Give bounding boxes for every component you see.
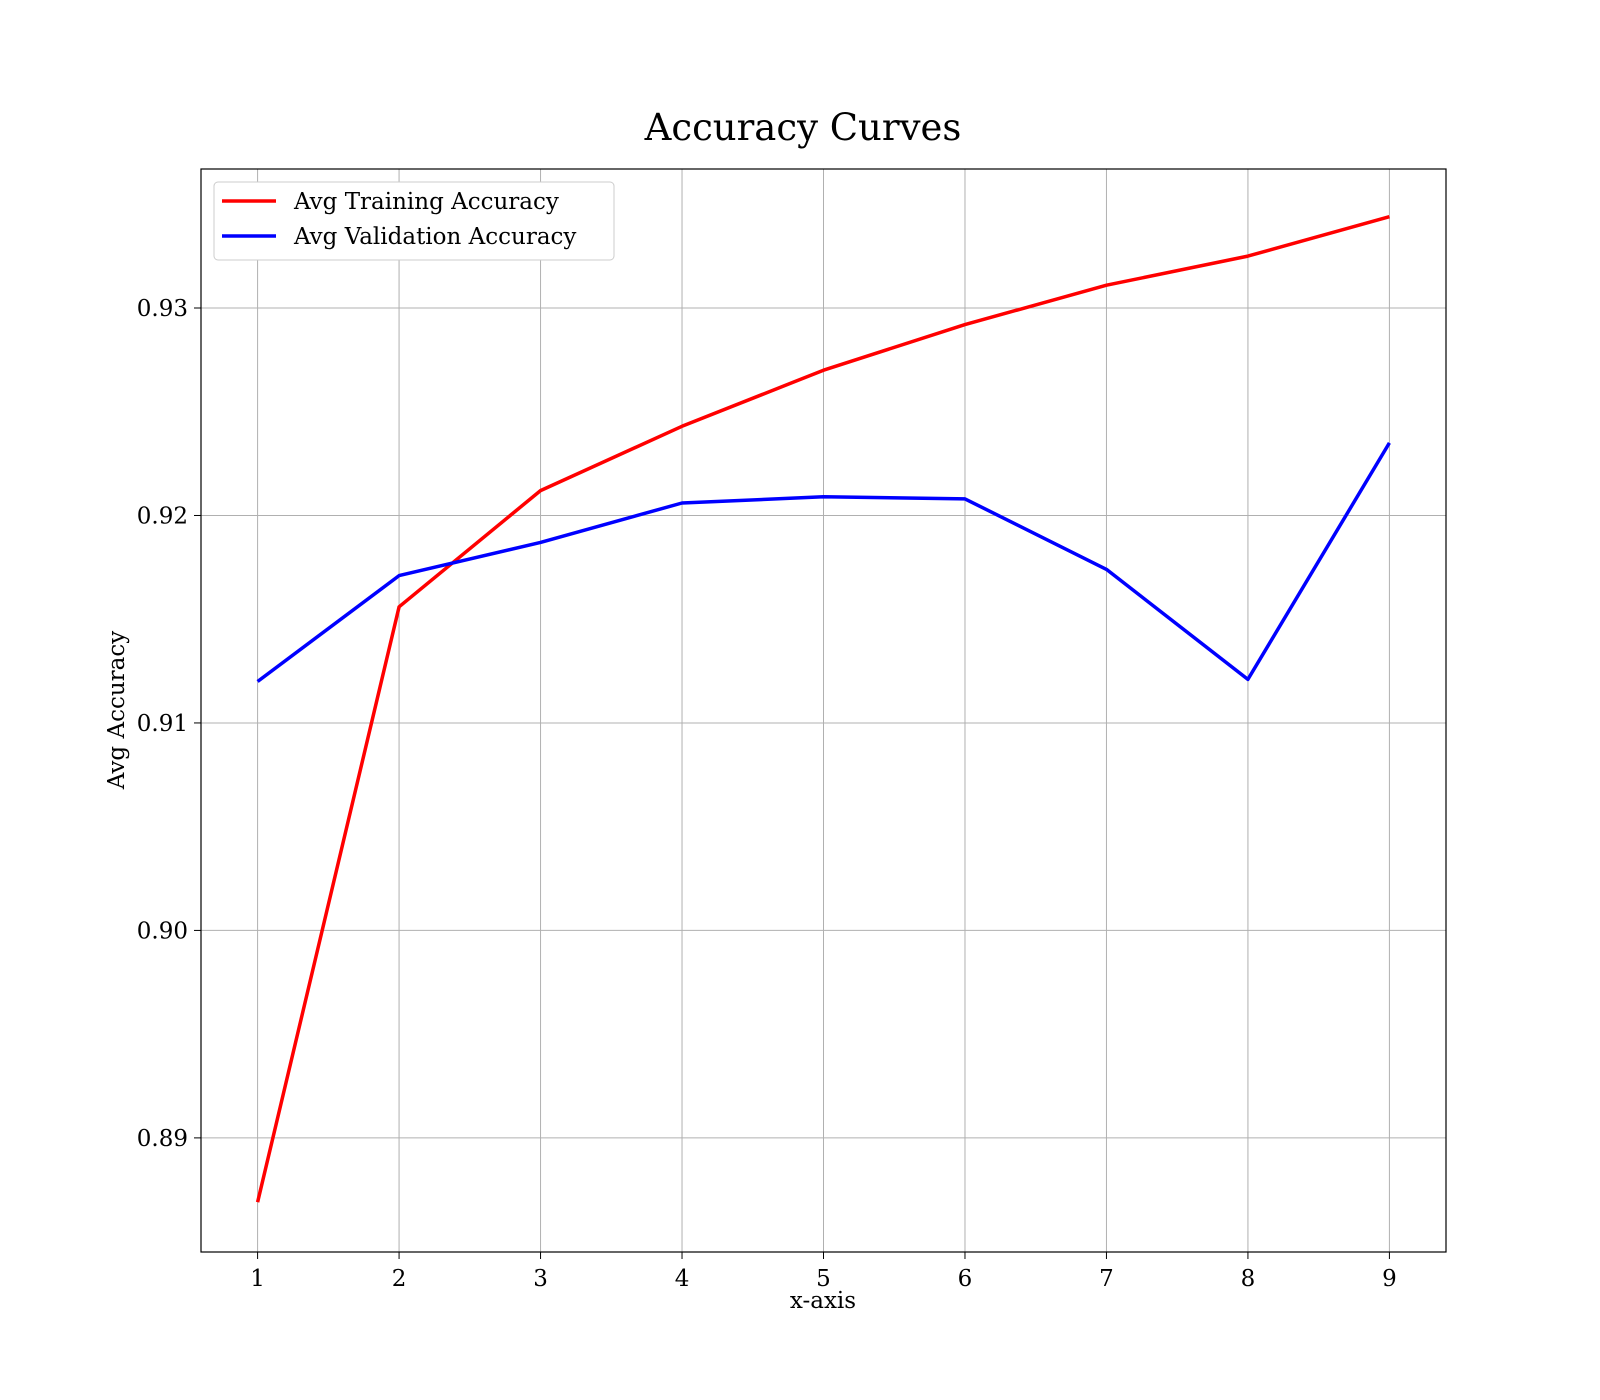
x-tick-label: 7 (1099, 1266, 1114, 1292)
x-axis-label: x-axis (790, 1288, 856, 1314)
x-tick-label: 3 (533, 1266, 548, 1292)
training-accuracy-line (255, 215, 1390, 1203)
y-tick-label: 0.93 (137, 296, 188, 322)
x-tick-label: 4 (675, 1266, 690, 1292)
legend-label-validation: Avg Validation Accuracy (293, 224, 576, 250)
x-tick-label: 9 (1382, 1266, 1397, 1292)
x-tick-label: 5 (816, 1266, 831, 1292)
series-lines (255, 215, 1391, 1203)
chart-title: Accuracy Curves (644, 106, 962, 149)
y-tick-label: 0.92 (137, 503, 188, 529)
legend: Avg Training Accuracy Avg Validation Acc… (213, 181, 615, 261)
grid-lines (201, 169, 1446, 1252)
x-tick-label: 1 (250, 1266, 265, 1292)
y-axis-ticks: 0.89 0.90 0.91 0.92 0.93 (137, 296, 201, 1152)
x-tick-label: 2 (392, 1266, 407, 1292)
x-tick-label: 6 (958, 1266, 973, 1292)
y-tick-label: 0.89 (137, 1126, 188, 1152)
x-tick-label: 8 (1241, 1266, 1256, 1292)
validation-accuracy-line (256, 442, 1391, 683)
x-axis-ticks: 1 2 3 4 5 6 7 8 9 (250, 1252, 1397, 1292)
y-tick-label: 0.90 (137, 918, 188, 944)
y-tick-label: 0.91 (137, 711, 188, 737)
legend-label-training: Avg Training Accuracy (293, 189, 559, 215)
legend-box (213, 181, 615, 261)
y-axis-label: Avg Accuracy (104, 631, 130, 790)
